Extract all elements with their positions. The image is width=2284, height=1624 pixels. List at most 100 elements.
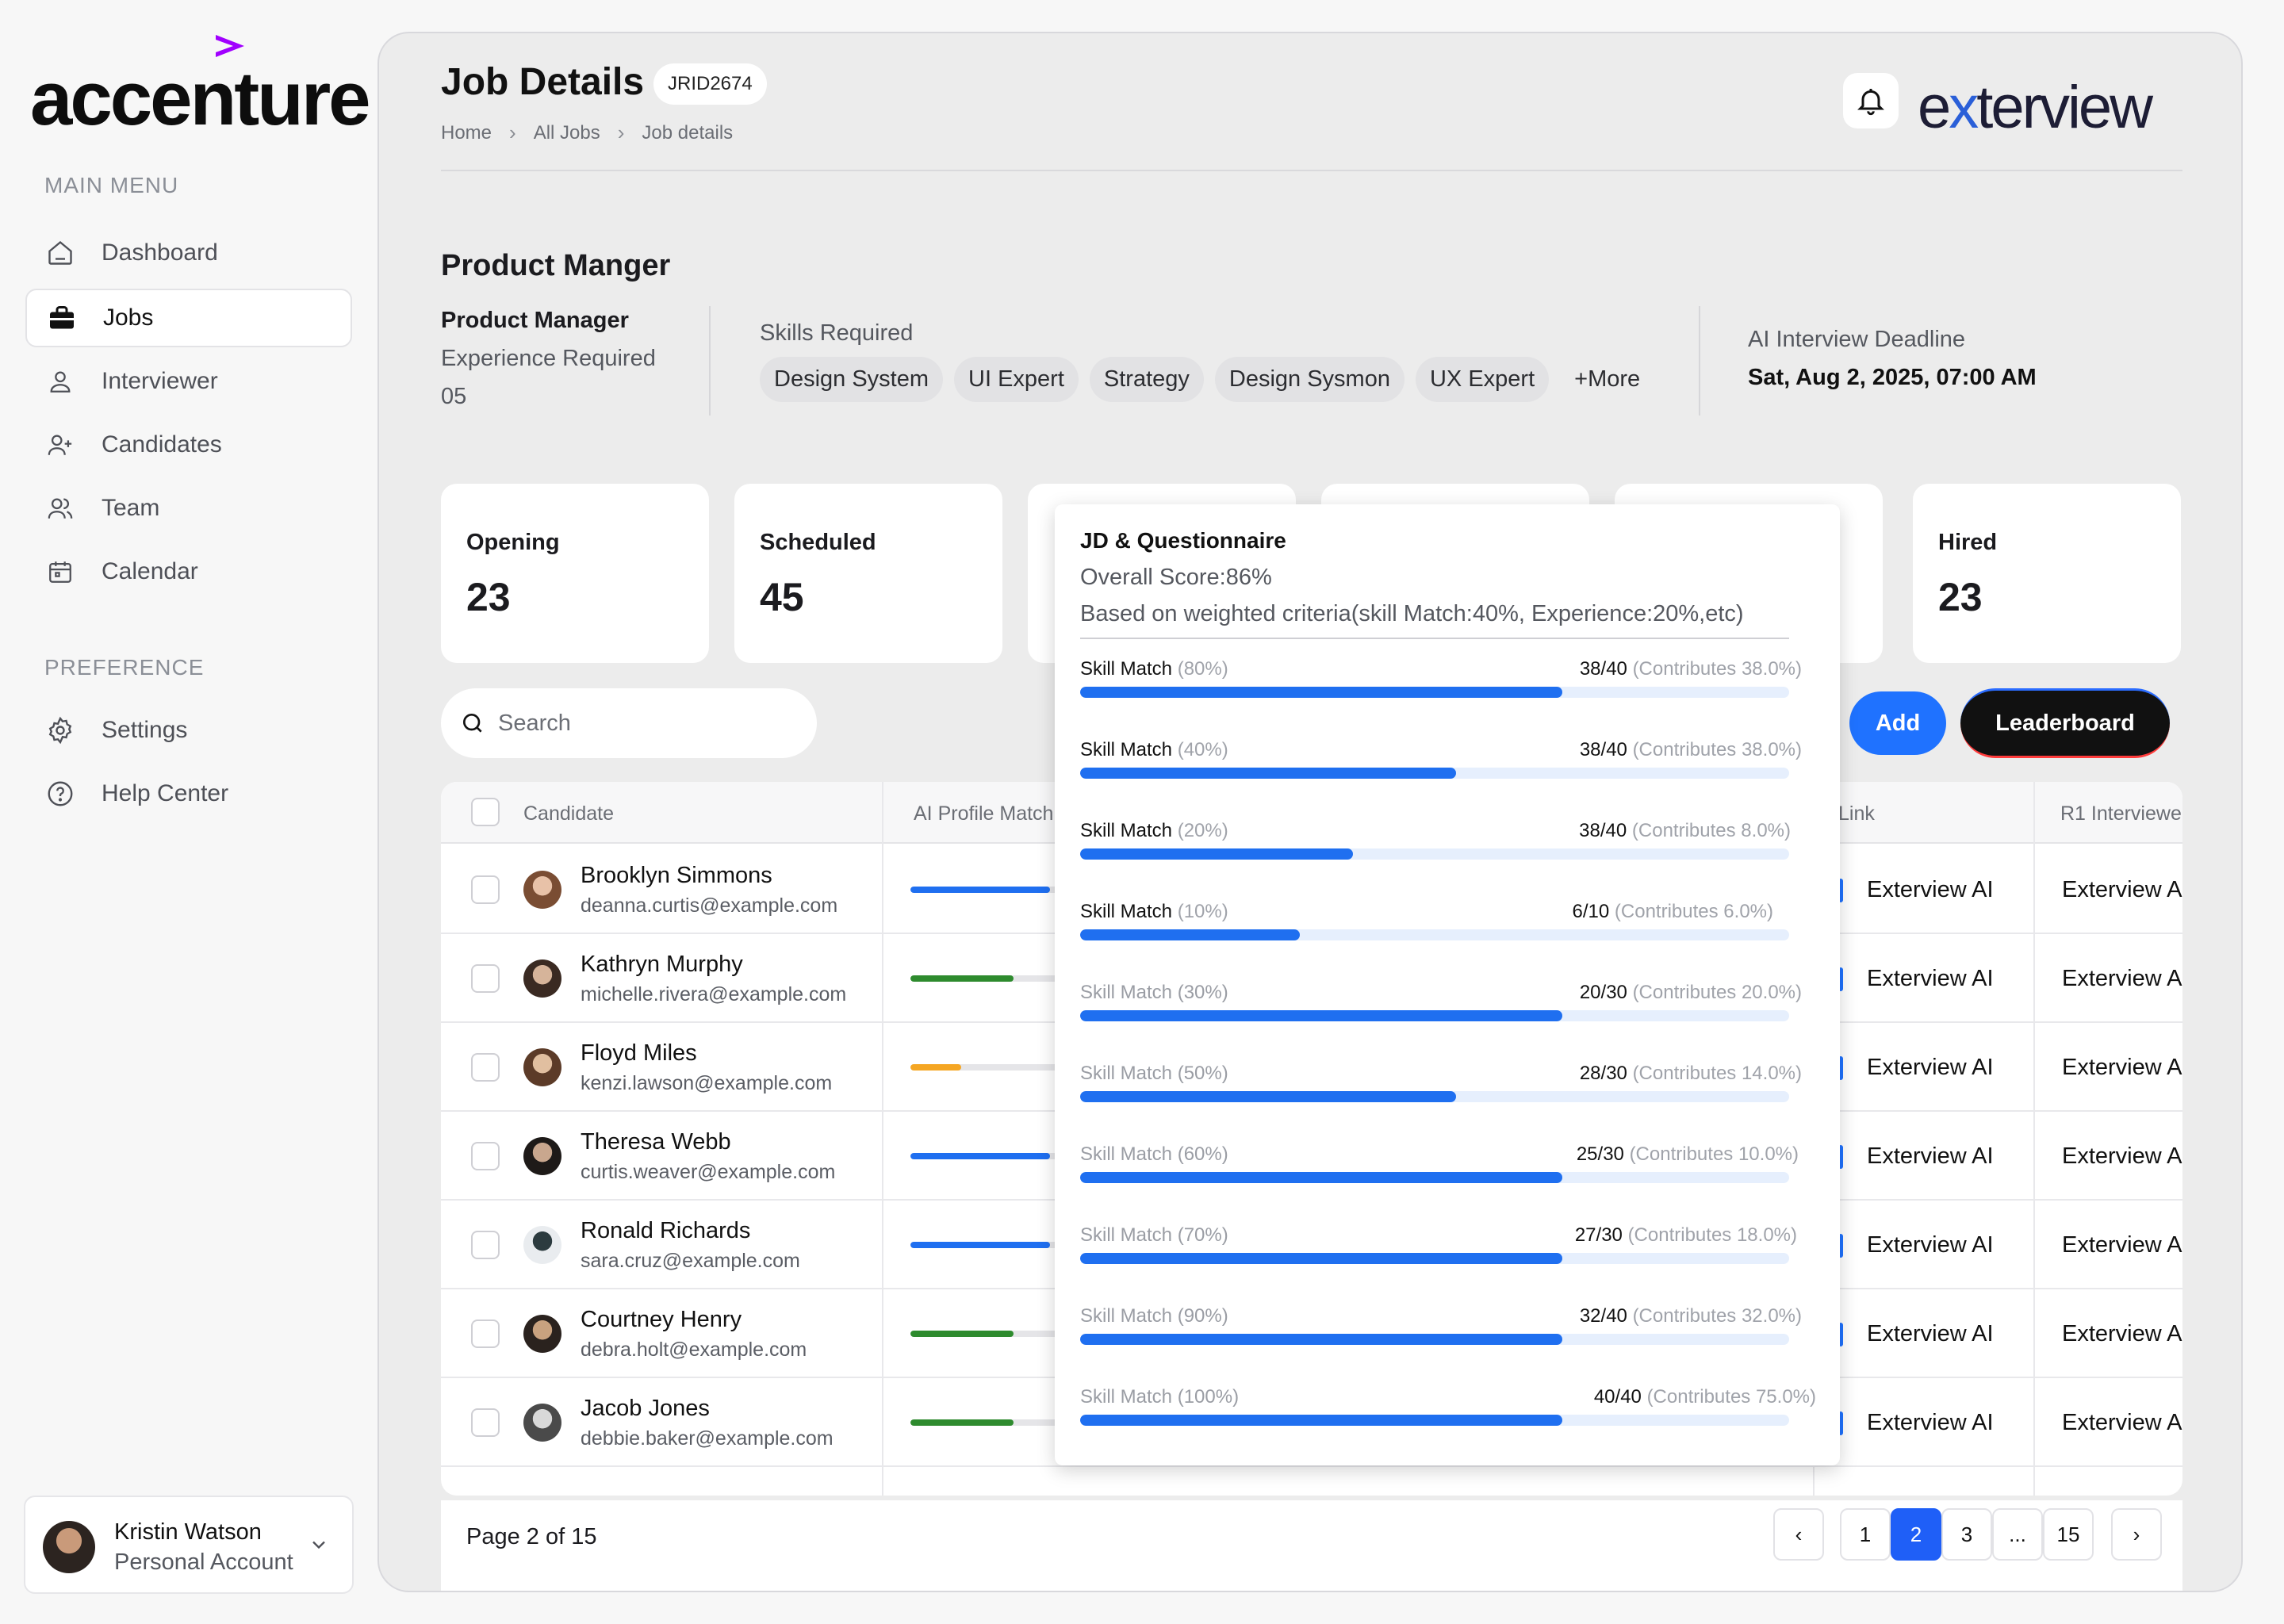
candidate-name[interactable]: Jacob Jones <box>581 1396 710 1421</box>
sidebar-item-interviewer[interactable]: Interviewer <box>25 352 352 411</box>
page-button[interactable]: 1 <box>1840 1508 1891 1561</box>
avatar <box>523 959 561 998</box>
score-item-contribution: (Contributes 18.0%) <box>1627 1224 1797 1246</box>
page-indicator: Page 2 of 15 <box>466 1524 597 1549</box>
breadcrumb-home[interactable]: Home <box>441 121 492 144</box>
score-item-score: 40/40 <box>1593 1386 1642 1408</box>
sidebar-item-label: Candidates <box>102 431 222 458</box>
score-item-name: Skill Match <box>1080 1305 1173 1327</box>
row-checkbox[interactable] <box>471 1142 500 1170</box>
score-item-score: 25/30 <box>1576 1143 1624 1165</box>
score-item-weight: (90%) <box>1177 1305 1228 1327</box>
candidate-name[interactable]: Floyd Miles <box>581 1040 697 1066</box>
notification-button[interactable] <box>1843 73 1899 128</box>
sidebar-item-candidates[interactable]: Candidates <box>25 416 352 474</box>
score-item-contribution: (Contributes 20.0%) <box>1632 982 1802 1003</box>
page-button-current[interactable]: 2 <box>1891 1508 1941 1561</box>
page-button[interactable]: 3 <box>1941 1508 1992 1561</box>
row-checkbox[interactable] <box>471 1053 500 1082</box>
skill-chip: UX Expert <box>1415 357 1550 402</box>
select-all-checkbox[interactable] <box>471 798 500 826</box>
table-row[interactable]: Jacob Jones debbie.baker@example.com Exter… <box>441 1378 2182 1467</box>
row-checkbox[interactable] <box>471 1320 500 1348</box>
row-checkbox[interactable] <box>471 875 500 904</box>
exterview-logo: exterview <box>1918 73 2153 142</box>
score-item-name: Skill Match <box>1080 982 1173 1003</box>
profile-match-fill <box>910 975 1014 982</box>
preference-title: PREFERENCE <box>44 655 205 680</box>
add-button[interactable]: Add <box>1849 691 1946 755</box>
score-item-contribution: (Contributes 32.0%) <box>1632 1305 1802 1327</box>
link-indicator <box>1838 967 1843 991</box>
skills-label: Skills Required <box>760 320 914 346</box>
page-ellipsis: ... <box>1992 1508 2043 1561</box>
score-item-contribution: (Contributes 75.0%) <box>1646 1386 1816 1408</box>
row-checkbox[interactable] <box>471 1408 500 1437</box>
interview-link[interactable]: Exterview AI <box>1867 1055 1994 1080</box>
search-input[interactable]: Search <box>441 688 817 758</box>
interview-link[interactable]: Exterview AI <box>1867 1232 1994 1258</box>
score-item-track <box>1080 1091 1789 1102</box>
avatar <box>523 1226 561 1264</box>
column-header-ai-profile-match[interactable]: AI Profile Match <box>914 802 1054 825</box>
more-skills-link[interactable]: +More <box>1574 366 1641 392</box>
sidebar-item-settings[interactable]: Settings <box>25 701 352 760</box>
popover-title: JD & Questionnaire <box>1080 528 1286 553</box>
candidate-email: sara.cruz@example.com <box>581 1250 800 1272</box>
interview-link[interactable]: Exterview AI <box>1867 1321 1994 1346</box>
score-item-track <box>1080 1415 1789 1426</box>
interview-link[interactable]: Exterview AI <box>1867 1143 1994 1169</box>
score-item-label: Skill Match (20%) <box>1080 820 1228 842</box>
r1-interviewer: Exterview AI <box>2062 1055 2182 1080</box>
breadcrumb-all-jobs[interactable]: All Jobs <box>533 121 600 144</box>
candidate-name[interactable]: Courtney Henry <box>581 1307 742 1332</box>
deadline-value: Sat, Aug 2, 2025, 07:00 AM <box>1748 365 2037 390</box>
score-item-track <box>1080 848 1789 860</box>
user-account-type: Personal Account <box>114 1549 293 1575</box>
column-header-candidate[interactable]: Candidate <box>523 802 614 825</box>
page-button[interactable]: 15 <box>2043 1508 2094 1561</box>
main-menu-title: MAIN MENU <box>44 173 179 197</box>
column-header-link[interactable]: Link <box>1838 802 1875 825</box>
candidate-email: deanna.curtis@example.com <box>581 894 838 917</box>
sidebar-item-calendar[interactable]: Calendar <box>25 542 352 601</box>
column-divider <box>2033 782 2035 1496</box>
sidebar-item-team[interactable]: Team <box>25 479 352 538</box>
candidate-name[interactable]: Ronald Richards <box>581 1218 751 1243</box>
stat-label: Scheduled <box>760 530 876 555</box>
overall-score: Overall Score:86% <box>1080 565 1272 590</box>
user-account-card[interactable]: Kristin Watson Personal Account <box>24 1496 354 1594</box>
leaderboard-button[interactable]: Leaderboard <box>1960 688 2170 758</box>
user-icon <box>44 366 76 397</box>
skills-list: Design System UI Expert Strategy Design … <box>760 357 1654 402</box>
skill-chip: Design System <box>760 357 944 402</box>
exterview-logo-part: e <box>1918 74 1951 141</box>
next-page-button[interactable]: › <box>2111 1508 2162 1561</box>
candidate-email: curtis.weaver@example.com <box>581 1161 836 1183</box>
interview-link[interactable]: Exterview AI <box>1867 1410 1994 1435</box>
avatar <box>43 1521 95 1573</box>
row-checkbox[interactable] <box>471 964 500 993</box>
column-header-r1-interviewer[interactable]: R1 Interviewer <box>2060 802 2182 825</box>
score-item-fill <box>1080 687 1562 698</box>
score-item: Skill Match (20%) 38/40 (Contributes 8.0%… <box>1080 820 1810 883</box>
candidate-name[interactable]: Brooklyn Simmons <box>581 863 772 888</box>
score-item-contribution: (Contributes 14.0%) <box>1632 1063 1802 1084</box>
profile-match-bar <box>910 975 1069 982</box>
accenture-logo[interactable]: accenture <box>30 32 371 141</box>
chevron-down-icon[interactable] <box>308 1534 330 1556</box>
sidebar-item-help-center[interactable]: Help Center <box>25 764 352 823</box>
candidate-name[interactable]: Kathryn Murphy <box>581 952 743 977</box>
r1-interviewer: Exterview AI <box>2062 1410 2182 1435</box>
profile-match-bar <box>910 1242 1069 1248</box>
interview-link[interactable]: Exterview AI <box>1867 966 1994 991</box>
interview-link[interactable]: Exterview AI <box>1867 877 1994 902</box>
candidate-name[interactable]: Theresa Webb <box>581 1129 731 1155</box>
prev-page-button[interactable]: ‹ <box>1773 1508 1824 1561</box>
sidebar-item-jobs[interactable]: Jobs <box>25 289 352 347</box>
popover-divider <box>1080 638 1789 639</box>
score-item-value: 28/30 (Contributes 14.0%) <box>1580 1063 1802 1085</box>
row-checkbox[interactable] <box>471 1231 500 1259</box>
sidebar-item-dashboard[interactable]: Dashboard <box>25 224 352 282</box>
score-item-label: Skill Match (80%) <box>1080 658 1228 680</box>
